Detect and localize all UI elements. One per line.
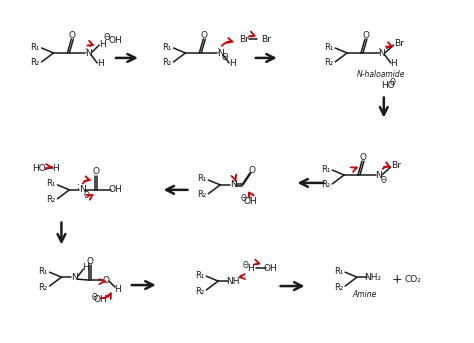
- Text: R₁: R₁: [195, 271, 204, 280]
- Text: NH: NH: [226, 276, 240, 286]
- Text: Θ: Θ: [83, 191, 89, 200]
- Text: R₂: R₂: [46, 195, 55, 204]
- Text: N: N: [79, 185, 86, 194]
- Text: O: O: [87, 257, 94, 266]
- Text: H: H: [228, 59, 236, 68]
- Text: H: H: [97, 59, 103, 68]
- Text: H: H: [52, 164, 59, 173]
- Text: R₁: R₁: [162, 43, 172, 51]
- Text: R₁: R₁: [321, 165, 330, 174]
- Text: R₁: R₁: [324, 43, 333, 51]
- Text: O: O: [201, 31, 208, 39]
- Text: OH: OH: [93, 295, 107, 305]
- Text: HO: HO: [32, 164, 46, 173]
- Text: Br: Br: [239, 35, 249, 44]
- Text: N: N: [230, 180, 237, 189]
- Text: R₂: R₂: [163, 58, 172, 67]
- Text: :: :: [217, 45, 220, 55]
- Text: R₂: R₂: [321, 180, 330, 189]
- Text: R₁: R₁: [38, 267, 47, 276]
- Text: R₁: R₁: [197, 175, 206, 184]
- Text: R₂: R₂: [38, 283, 47, 292]
- Text: :: :: [378, 45, 382, 55]
- Text: R₁: R₁: [30, 43, 40, 51]
- Text: R₂: R₂: [197, 190, 206, 199]
- Text: Θ: Θ: [243, 261, 249, 270]
- Text: N: N: [217, 49, 224, 58]
- Text: OH: OH: [108, 36, 122, 45]
- Text: N: N: [375, 172, 382, 180]
- Text: R₂: R₂: [334, 283, 343, 292]
- Text: Br: Br: [261, 35, 271, 44]
- Text: Θ: Θ: [104, 33, 110, 42]
- Text: O: O: [92, 167, 100, 177]
- Text: Θ: Θ: [241, 194, 247, 203]
- Text: O: O: [102, 276, 109, 285]
- Text: Θ: Θ: [381, 176, 387, 186]
- Text: O: O: [69, 31, 76, 39]
- Text: N: N: [85, 49, 91, 58]
- Text: H: H: [247, 264, 254, 273]
- Text: N: N: [71, 273, 78, 282]
- Text: Θ: Θ: [91, 294, 97, 303]
- Text: Θ: Θ: [222, 54, 228, 62]
- Text: O: O: [363, 31, 369, 39]
- Text: NH₂: NH₂: [365, 273, 382, 282]
- Text: R₂: R₂: [30, 58, 40, 67]
- Text: R₁: R₁: [334, 267, 343, 276]
- Text: N: N: [378, 49, 385, 58]
- Text: OH: OH: [243, 197, 257, 206]
- Text: OH: OH: [264, 264, 278, 273]
- Text: H: H: [115, 285, 121, 294]
- Text: H: H: [99, 39, 106, 49]
- Text: H: H: [82, 263, 89, 272]
- Text: OH: OH: [108, 185, 122, 194]
- Text: Amine: Amine: [353, 291, 377, 299]
- Text: Θ: Θ: [390, 78, 396, 87]
- Text: O: O: [248, 166, 255, 175]
- Text: Br: Br: [391, 161, 401, 169]
- Text: HO: HO: [381, 81, 394, 90]
- Text: :: :: [77, 181, 80, 191]
- Text: R₁: R₁: [46, 179, 55, 188]
- Text: N-haloamide: N-haloamide: [356, 70, 405, 79]
- Text: +: +: [392, 273, 402, 286]
- Text: H: H: [391, 59, 397, 68]
- Text: :: :: [84, 45, 88, 55]
- Text: CO₂: CO₂: [404, 275, 421, 284]
- Text: Br: Br: [394, 38, 404, 48]
- Text: R₂: R₂: [324, 58, 333, 67]
- Text: O: O: [359, 153, 366, 162]
- Text: R₂: R₂: [195, 286, 204, 296]
